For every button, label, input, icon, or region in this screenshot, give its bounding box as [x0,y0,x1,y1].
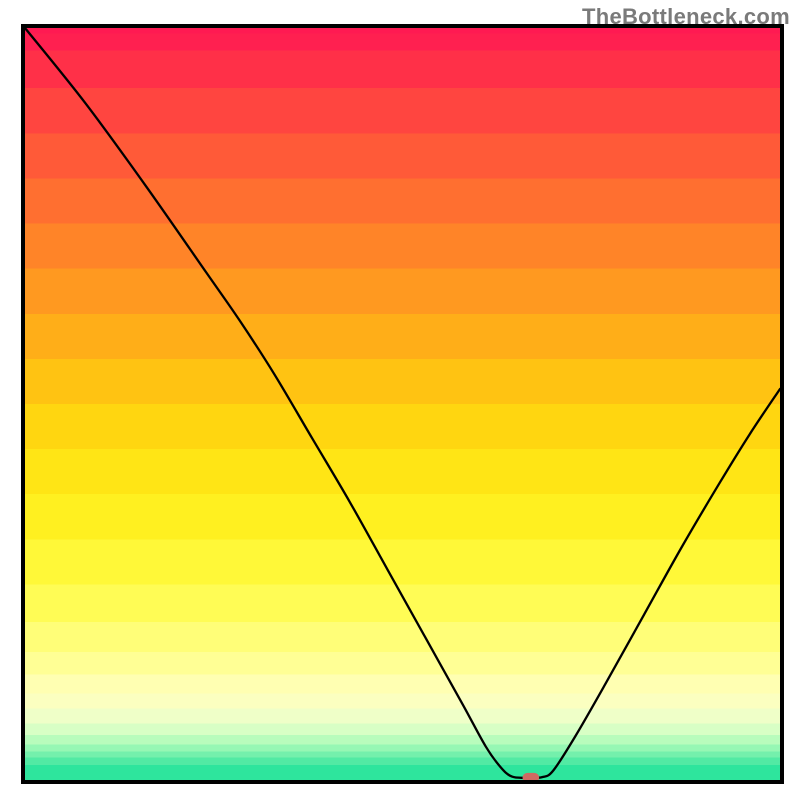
chart-container: TheBottleneck.com [0,0,800,800]
bottleneck-curve-chart [0,0,800,800]
attribution-text: TheBottleneck.com [582,4,790,30]
plot-background [25,28,780,780]
